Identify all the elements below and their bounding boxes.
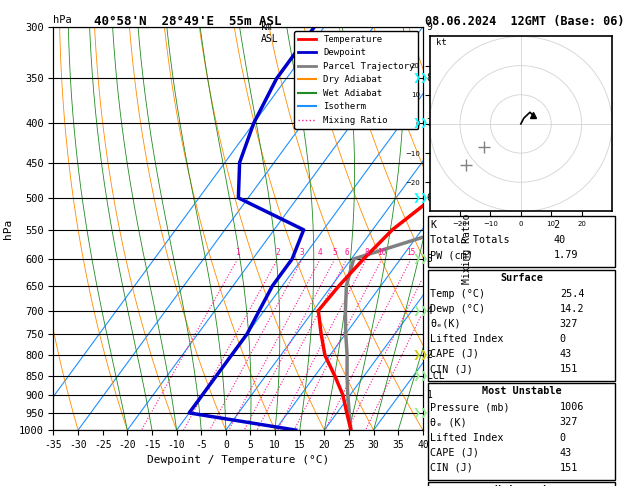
Text: Temp (°C): Temp (°C) [430,289,486,299]
Text: Most Unstable: Most Unstable [482,386,561,397]
Text: 8: 8 [364,248,369,257]
Text: ❯❯: ❯❯ [412,306,428,315]
Text: LCL: LCL [426,371,444,381]
Y-axis label: hPa: hPa [3,218,13,239]
X-axis label: Dewpoint / Temperature (°C): Dewpoint / Temperature (°C) [147,455,330,466]
Text: 7: 7 [426,118,433,128]
Text: 0: 0 [560,334,566,344]
Text: 151: 151 [560,463,578,473]
Text: K: K [430,220,437,230]
Text: 1.79: 1.79 [554,250,578,260]
Text: 2: 2 [554,220,560,230]
Text: ❯❯: ❯❯ [412,350,428,360]
Text: Lifted Index: Lifted Index [430,334,504,344]
Text: 40°58'N  28°49'E  55m ASL: 40°58'N 28°49'E 55m ASL [94,15,282,28]
Text: Hodograph: Hodograph [494,485,549,486]
Text: 5: 5 [333,248,337,257]
Text: 151: 151 [560,364,578,374]
Text: 43: 43 [560,349,572,359]
Text: km: km [261,22,273,32]
Text: CIN (J): CIN (J) [430,364,473,374]
Text: 1006: 1006 [560,402,584,413]
Text: 4: 4 [318,248,323,257]
Text: 1: 1 [426,390,433,400]
Text: 10: 10 [377,248,387,257]
Text: 2: 2 [426,350,433,360]
Text: θₑ(K): θₑ(K) [430,319,461,329]
Text: θₑ (K): θₑ (K) [430,417,467,428]
Text: 9: 9 [426,22,433,32]
Text: CIN (J): CIN (J) [430,463,473,473]
Text: 1: 1 [235,248,240,257]
Text: ❯❯: ❯❯ [412,254,428,264]
Text: CAPE (J): CAPE (J) [430,349,479,359]
Text: 40: 40 [554,235,565,245]
Text: ❯❯: ❯❯ [412,408,428,418]
Text: 4: 4 [426,306,433,315]
Text: ❯❯: ❯❯ [412,371,428,381]
Text: 327: 327 [560,319,578,329]
Y-axis label: Mixing Ratio (g/kg): Mixing Ratio (g/kg) [462,173,472,284]
Text: PW (cm): PW (cm) [430,250,473,260]
Text: 25.4: 25.4 [560,289,584,299]
Text: 327: 327 [560,417,578,428]
Text: CAPE (J): CAPE (J) [430,448,479,458]
Text: 6: 6 [345,248,349,257]
Text: 5: 5 [426,254,433,264]
Text: Dewp (°C): Dewp (°C) [430,304,486,314]
Text: 2: 2 [276,248,280,257]
Text: ASL: ASL [261,34,279,44]
Text: Totals Totals: Totals Totals [430,235,510,245]
Text: 8: 8 [426,73,433,84]
Text: hPa: hPa [53,15,72,25]
Text: Surface: Surface [500,273,543,283]
Text: 3: 3 [300,248,304,257]
Text: 14.2: 14.2 [560,304,584,314]
Text: 0: 0 [560,433,566,443]
Legend: Temperature, Dewpoint, Parcel Trajectory, Dry Adiabat, Wet Adiabat, Isotherm, Mi: Temperature, Dewpoint, Parcel Trajectory… [294,31,418,129]
Text: ❯❯: ❯❯ [412,193,428,203]
Text: 43: 43 [560,448,572,458]
Text: 08.06.2024  12GMT (Base: 06): 08.06.2024 12GMT (Base: 06) [425,15,624,28]
Text: 6: 6 [426,193,433,203]
Text: 15: 15 [406,248,416,257]
Text: kt: kt [436,38,447,47]
Text: ❯❯: ❯❯ [412,73,428,84]
Text: Lifted Index: Lifted Index [430,433,504,443]
Text: Pressure (mb): Pressure (mb) [430,402,510,413]
Text: ❯❯: ❯❯ [412,118,428,128]
